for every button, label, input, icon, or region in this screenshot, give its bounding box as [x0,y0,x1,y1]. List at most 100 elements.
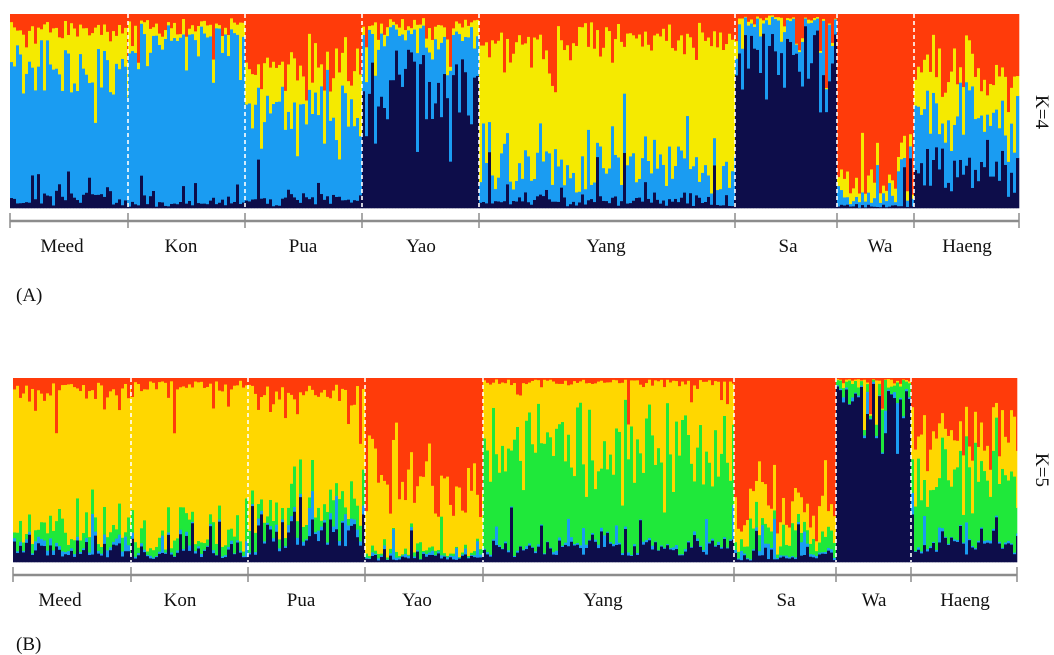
ancestry-bar-kon-k4 [230,14,234,19]
ancestry-bar-pua-k2 [347,126,351,200]
ancestry-bar-yang-k2 [708,541,712,544]
ancestry-bar-meed-k4 [97,382,101,545]
ancestry-bar-yang-k5 [627,378,631,425]
ancestry-bar-meed-k1 [31,175,35,209]
ancestry-bar-wa-k5 [845,378,849,380]
ancestry-bar-yao-k3 [383,34,387,47]
ancestry-bar-yang-k3 [545,50,549,152]
ancestry-bar-pua-k1 [281,521,285,563]
ancestry-bar-wa-k3 [836,379,840,386]
ancestry-bar-yang-k4 [548,14,552,74]
ancestry-bar-yang-k3 [605,26,609,174]
ancestry-bar-kon-k1 [140,546,144,563]
ancestry-bar-yang-k3 [644,31,648,137]
ancestry-bar-meed-k1 [94,194,98,209]
ancestry-bar-kon-k5 [203,378,207,388]
ancestry-bar-yang-k4 [584,14,588,24]
ancestry-bar-yao-k3 [440,25,444,43]
ancestry-bar-meed-k3 [10,21,14,63]
ancestry-bar-yang-k5 [657,378,661,382]
ancestry-bar-yang-k3 [600,468,604,528]
ancestry-bar-yang-k2 [486,551,490,555]
ancestry-bar-yang-k4 [500,14,504,33]
ancestry-bar-kon-k2 [137,68,141,206]
ancestry-bar-yang-k4 [515,14,519,43]
ancestry-bar-meed-k3 [55,520,59,543]
ancestry-bar-sa-k2 [803,531,807,555]
ancestry-bar-yang-k2 [575,192,579,206]
ancestry-bar-meed-k1 [70,550,74,563]
ancestry-bar-yao-k5 [398,378,402,500]
ancestry-bar-haeng-k3 [974,76,978,120]
ancestry-bar-yao-k2 [437,551,441,554]
ancestry-bar-pua-k4 [248,14,252,70]
ancestry-bar-yang-k2 [720,546,724,549]
ancestry-bar-kon-k3 [203,542,207,550]
ancestry-bar-sa-k4 [785,524,789,545]
ancestry-bar-wa-k5 [866,378,870,383]
ancestry-bar-haeng-k1 [938,542,942,563]
ancestry-bar-yang-k5 [654,378,658,381]
ancestry-bar-yang-k5 [603,378,607,383]
ancestry-bar-yao-k2 [377,49,381,107]
ancestry-bar-yang-k3 [525,420,529,547]
ancestry-bar-yao-k1 [440,116,444,209]
ancestry-bar-kon-k2 [128,53,132,207]
ancestry-bar-sa-k3 [774,16,778,20]
ancestry-bar-sa-k1 [831,63,835,209]
ancestry-bar-pua-k5 [302,378,306,396]
ancestry-bar-kon-k4 [173,14,177,23]
ancestry-bar-sa-k3 [786,17,790,21]
ancestry-bar-yao-k2 [434,38,438,104]
ancestry-bar-sa-k3 [753,24,757,27]
ancestry-bar-meed-k1 [52,205,56,209]
ancestry-bar-kon-k2 [152,557,156,559]
ancestry-bar-haeng-k2 [950,150,954,192]
ancestry-bar-kon-k4 [212,408,216,523]
ancestry-bar-yang-k3 [516,426,520,551]
ancestry-bar-meed-k1 [61,556,65,563]
ancestry-bar-yang-k1 [609,543,613,563]
ancestry-bar-sa-k3 [798,49,802,53]
ancestry-bar-yang-k1 [716,204,720,209]
ancestry-bar-yang-k2 [497,177,501,202]
ancestry-bar-kon-k1 [209,200,213,209]
ancestry-bar-meed-k3 [91,489,95,514]
ancestry-bar-pua-k3 [263,522,267,542]
ancestry-bar-pua-k4 [254,393,258,533]
ancestry-bar-sa-k3 [756,16,760,19]
ancestry-bar-yang-k4 [569,14,573,61]
ancestry-bar-kon-k1 [176,203,180,209]
ancestry-bar-yao-k2 [449,555,453,558]
ancestry-bar-wa-k1 [900,205,904,209]
ancestry-bar-yang-k1 [567,545,571,563]
ancestry-bar-pua-k5 [266,378,270,387]
ancestry-bar-yang-k1 [653,192,657,209]
ancestry-bar-pua-k1 [356,536,360,563]
ancestry-bar-yao-k5 [425,378,429,462]
ancestry-bar-sa-k1 [755,530,759,563]
ancestry-bar-wa-k3 [888,174,892,184]
ancestry-bar-yang-k1 [614,196,618,209]
ancestry-bar-yao-k4 [434,14,438,27]
ancestry-bar-pua-k5 [344,378,348,390]
ancestry-bar-kon-k3 [221,546,225,557]
ancestry-bar-yang-k1 [518,197,522,209]
ancestry-bar-haeng-k4 [965,406,969,437]
ancestry-bar-meed-k4 [103,409,107,507]
ancestry-bar-kon-k2 [203,33,207,204]
ancestry-bar-pua-k4 [272,14,276,62]
ancestry-bar-wa-k5 [860,378,864,381]
ancestry-bar-haeng-k4 [923,14,927,60]
ancestry-bar-yao-k4 [467,467,471,557]
ancestry-bar-yang-k5 [492,378,496,383]
ancestry-bar-yang-k1 [696,540,700,563]
ancestry-bar-haeng-k1 [914,551,918,563]
ancestry-bar-yang-k2 [524,149,528,193]
ancestry-bar-yang-k2 [692,165,696,206]
ancestry-bar-wa-k4 [863,379,867,431]
ancestry-bar-haeng-k2 [941,123,945,149]
ancestry-bar-haeng-k3 [989,83,993,126]
ancestry-bar-pua-k1 [350,525,354,563]
ancestry-bar-pua-k1 [290,193,294,209]
